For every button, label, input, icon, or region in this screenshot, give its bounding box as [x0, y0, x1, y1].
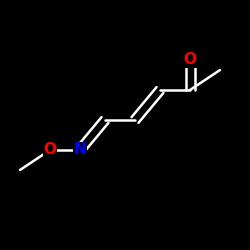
Text: O: O: [184, 52, 196, 68]
Text: O: O: [44, 142, 57, 158]
Text: N: N: [74, 142, 86, 158]
